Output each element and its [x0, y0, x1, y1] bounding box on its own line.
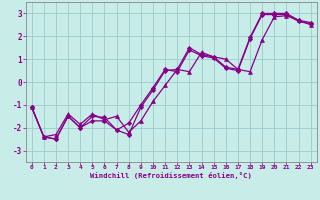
X-axis label: Windchill (Refroidissement éolien,°C): Windchill (Refroidissement éolien,°C) — [90, 172, 252, 179]
